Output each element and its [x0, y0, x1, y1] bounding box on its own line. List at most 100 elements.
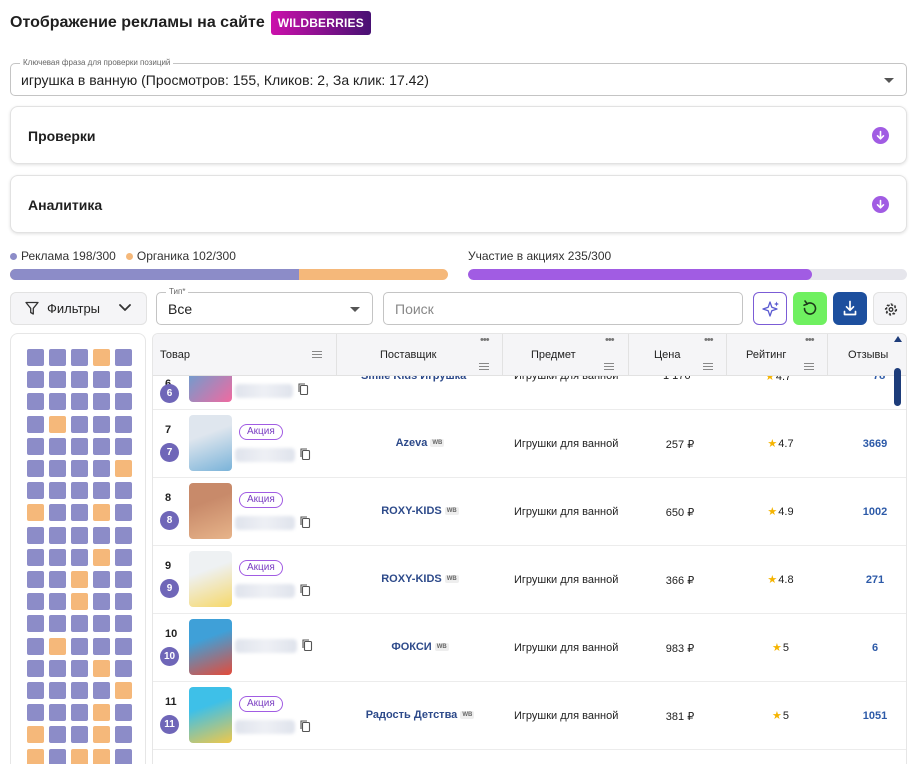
product-thumbnail[interactable]	[189, 551, 232, 607]
position-cell[interactable]	[115, 526, 132, 544]
position-cell[interactable]	[27, 748, 44, 764]
position-cell[interactable]	[115, 659, 132, 677]
position-cell[interactable]	[115, 704, 132, 722]
position-cell[interactable]	[27, 526, 44, 544]
position-cell[interactable]	[115, 349, 132, 366]
position-cell[interactable]	[27, 349, 44, 366]
product-thumbnail[interactable]	[189, 687, 232, 743]
position-cell[interactable]	[115, 637, 132, 655]
position-cell[interactable]	[115, 615, 132, 633]
position-cell[interactable]	[49, 437, 66, 455]
position-cell[interactable]	[49, 726, 66, 744]
position-cell[interactable]	[115, 748, 132, 764]
position-cell[interactable]	[71, 571, 88, 588]
keyword-select[interactable]: Ключевая фраза для проверки позиций игру…	[10, 58, 907, 96]
position-cell[interactable]	[27, 682, 44, 699]
accordion-analytics[interactable]: Аналитика	[10, 175, 907, 233]
column-header-subject[interactable]: Предмет •••	[503, 334, 629, 376]
position-cell[interactable]	[93, 571, 110, 588]
product-thumbnail[interactable]	[189, 415, 232, 471]
reviews-link[interactable]: 6	[871, 642, 879, 654]
position-cell[interactable]	[71, 593, 88, 611]
position-cell[interactable]	[49, 526, 66, 544]
position-cell[interactable]	[27, 704, 44, 722]
position-cell[interactable]	[27, 593, 44, 611]
supplier-link[interactable]: ROXY-KIDS WB	[381, 505, 459, 517]
position-cell[interactable]	[49, 349, 66, 366]
position-cell[interactable]	[93, 460, 110, 477]
position-cell[interactable]	[49, 415, 66, 433]
position-cell[interactable]	[71, 704, 88, 722]
position-cell[interactable]	[27, 460, 44, 477]
table-row[interactable]: 10 10 ФОКСИ WB Игрушки для ванной 983 ₽ ★ 5 6	[153, 614, 906, 682]
supplier-link[interactable]: ФОКСИ WB	[391, 641, 449, 653]
position-cell[interactable]	[71, 437, 88, 455]
position-cell[interactable]	[49, 548, 66, 566]
position-cell[interactable]	[71, 615, 88, 633]
position-cell[interactable]	[115, 726, 132, 744]
position-cell[interactable]	[93, 682, 110, 699]
settings-button[interactable]	[873, 292, 907, 325]
position-cell[interactable]	[27, 571, 44, 588]
column-options-icon[interactable]: •••	[805, 334, 815, 346]
column-header-price[interactable]: Цена •••	[629, 334, 727, 376]
column-menu-icon[interactable]	[479, 363, 489, 370]
position-cell[interactable]	[71, 504, 88, 522]
position-cell[interactable]	[115, 460, 132, 477]
position-cell[interactable]	[93, 726, 110, 744]
reviews-link[interactable]: 3669	[862, 438, 888, 450]
supplier-link[interactable]: ROXY-KIDS WB	[381, 573, 459, 585]
column-header-reviews[interactable]: Отзывы	[848, 349, 889, 361]
copy-icon[interactable]	[299, 447, 311, 461]
position-cell[interactable]	[49, 460, 66, 477]
column-options-icon[interactable]: •••	[704, 334, 714, 346]
position-cell[interactable]	[49, 482, 66, 500]
position-cell[interactable]	[93, 415, 110, 433]
table-row[interactable]: 8 8 Акция ROXY-KIDS WB Игрушки для ванной 650 …	[153, 478, 906, 546]
position-cell[interactable]	[27, 415, 44, 433]
position-cell[interactable]	[49, 571, 66, 588]
type-select[interactable]: Тип* Все	[156, 287, 373, 325]
reviews-link[interactable]: 1002	[862, 506, 888, 518]
copy-icon[interactable]	[299, 583, 311, 597]
expand-down-icon[interactable]	[872, 196, 889, 213]
product-thumbnail[interactable]	[189, 619, 232, 675]
position-cell[interactable]	[71, 637, 88, 655]
position-cell[interactable]	[71, 682, 88, 699]
position-cell[interactable]	[115, 548, 132, 566]
position-cell[interactable]	[27, 659, 44, 677]
position-cell[interactable]	[49, 393, 66, 411]
supplier-link[interactable]: Радость Детства WB	[365, 709, 475, 721]
table-scrollbar[interactable]	[894, 368, 901, 406]
supplier-link[interactable]: Azeva WB	[395, 437, 445, 449]
position-cell[interactable]	[93, 504, 110, 522]
search-input[interactable]	[383, 292, 743, 325]
column-header-product[interactable]: Товар	[153, 334, 337, 376]
position-cell[interactable]	[27, 504, 44, 522]
column-header-rating[interactable]: Рейтинг •••	[727, 334, 828, 376]
position-cell[interactable]	[71, 726, 88, 744]
position-cell[interactable]	[71, 371, 88, 389]
position-cell[interactable]	[93, 704, 110, 722]
position-cell[interactable]	[93, 526, 110, 544]
scroll-up-arrow-icon[interactable]	[894, 336, 902, 342]
reviews-link[interactable]: 271	[865, 574, 885, 586]
position-cell[interactable]	[93, 659, 110, 677]
column-options-icon[interactable]: •••	[605, 334, 615, 346]
position-cell[interactable]	[49, 748, 66, 764]
column-menu-icon[interactable]	[604, 363, 614, 370]
position-cell[interactable]	[93, 637, 110, 655]
position-cell[interactable]	[27, 548, 44, 566]
position-cell[interactable]	[115, 504, 132, 522]
position-cell[interactable]	[71, 349, 88, 366]
position-cell[interactable]	[49, 682, 66, 699]
column-menu-icon[interactable]	[312, 351, 322, 358]
position-cell[interactable]	[49, 504, 66, 522]
column-menu-icon[interactable]	[703, 363, 713, 370]
filters-button[interactable]: Фильтры	[10, 292, 147, 325]
position-cell[interactable]	[71, 482, 88, 500]
position-cell[interactable]	[71, 393, 88, 411]
position-cell[interactable]	[93, 748, 110, 764]
position-cell[interactable]	[71, 748, 88, 764]
position-cell[interactable]	[93, 548, 110, 566]
